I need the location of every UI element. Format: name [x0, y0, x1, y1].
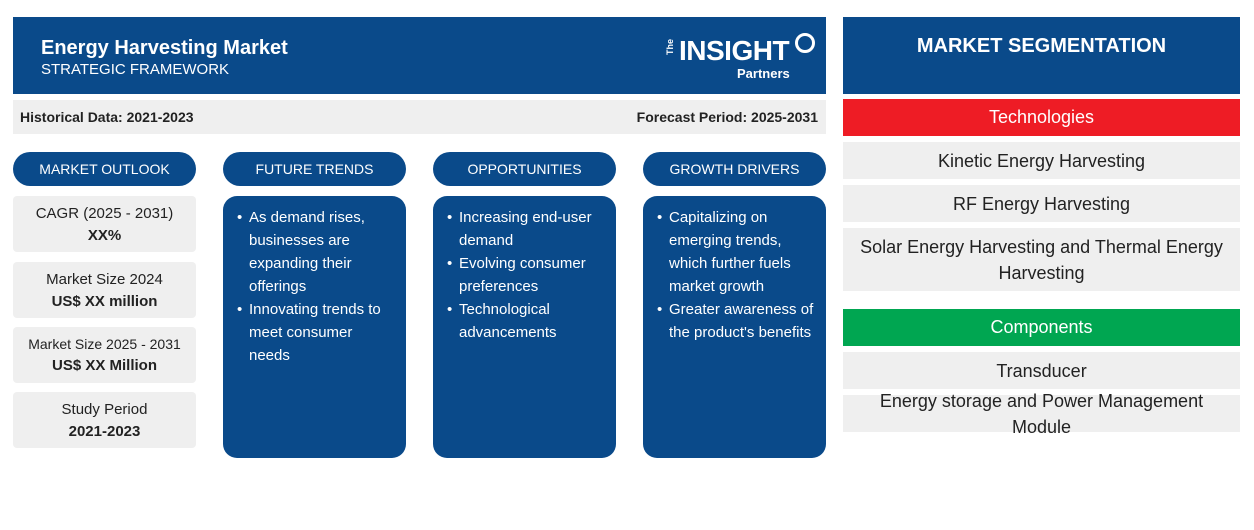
technologies-category: Technologies — [843, 99, 1240, 136]
future-trends-box: As demand rises, businesses are expandin… — [223, 196, 406, 458]
study-period-value: 2021-2023 — [68, 423, 141, 440]
growth-drivers-box: Capitalizing on emerging trends, which f… — [643, 196, 826, 458]
opportunity-item: Technological advancements — [447, 298, 606, 344]
market-size-2024-card: Market Size 2024 US$ XX million — [13, 262, 196, 318]
future-trends-header: FUTURE TRENDS — [223, 152, 406, 186]
opportunities-box: Increasing end-user demand Evolving cons… — [433, 196, 616, 458]
market-size-forecast-label: Market Size 2025 - 2031 — [28, 336, 181, 352]
logo-ring-icon — [795, 33, 815, 53]
market-size-forecast-value: US$ XX Million — [51, 357, 157, 374]
insight-partners-logo: The INSIGHT Partners — [665, 31, 815, 85]
header-banner: Energy Harvesting Market STRATEGIC FRAME… — [13, 17, 826, 94]
market-outlook-header: MARKET OUTLOOK — [13, 152, 196, 186]
segmentation-title: MARKET SEGMENTATION — [843, 17, 1240, 94]
growth-drivers-header: GROWTH DRIVERS — [643, 152, 826, 186]
page-subtitle: STRATEGIC FRAMEWORK — [41, 61, 230, 78]
logo-sub-text: Partners — [737, 66, 790, 81]
growth-driver-item: Greater awareness of the product's benef… — [657, 298, 816, 344]
segment-kinetic: Kinetic Energy Harvesting — [843, 142, 1240, 179]
logo-main-text: INSIGHT — [679, 35, 790, 66]
segment-rf: RF Energy Harvesting — [843, 185, 1240, 222]
future-trend-item: Innovating trends to meet consumer needs — [237, 298, 396, 367]
page-title: Energy Harvesting Market — [41, 37, 288, 59]
future-trend-item: As demand rises, businesses are expandin… — [237, 206, 396, 298]
study-period-card: Study Period 2021-2023 — [13, 392, 196, 448]
opportunity-item: Evolving consumer preferences — [447, 252, 606, 298]
segment-storage-module: Energy storage and Power Management Modu… — [843, 391, 1240, 437]
components-category: Components — [843, 309, 1240, 346]
cagr-value: XX% — [87, 227, 122, 244]
cagr-label: CAGR (2025 - 2031) — [35, 205, 174, 222]
market-size-2024-value: US$ XX million — [51, 293, 158, 310]
growth-driver-item: Capitalizing on emerging trends, which f… — [657, 206, 816, 298]
opportunities-header: OPPORTUNITIES — [433, 152, 616, 186]
market-size-forecast-card: Market Size 2025 - 2031 US$ XX Million — [13, 327, 196, 383]
logo-the-text: The — [665, 39, 675, 56]
forecast-period: Forecast Period: 2025-2031 — [636, 109, 818, 125]
opportunity-item: Increasing end-user demand — [447, 206, 606, 252]
study-period-label: Study Period — [61, 401, 148, 418]
historical-period: Historical Data: 2021-2023 — [20, 109, 194, 125]
market-size-2024-label: Market Size 2024 — [46, 271, 163, 288]
segment-solar-thermal: Solar Energy Harvesting and Thermal Ener… — [843, 228, 1240, 291]
segment-transducer: Transducer — [843, 352, 1240, 389]
period-bar: Historical Data: 2021-2023 Forecast Peri… — [13, 100, 826, 134]
cagr-card: CAGR (2025 - 2031) XX% — [13, 196, 196, 252]
